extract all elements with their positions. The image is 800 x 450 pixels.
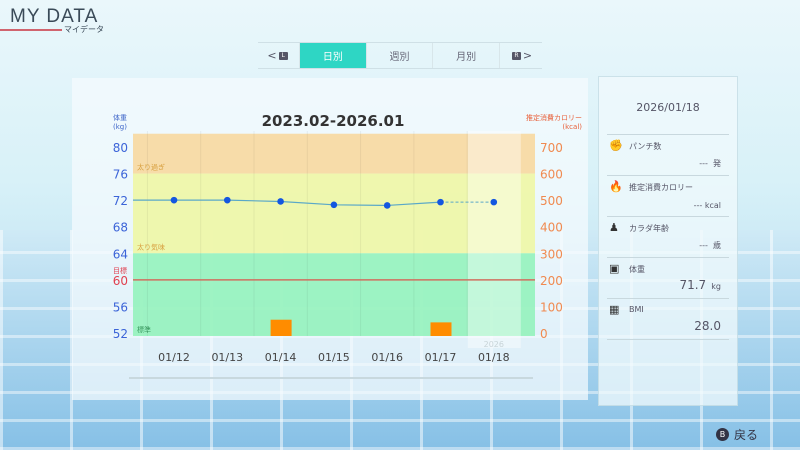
next-tab-button[interactable]: R > (500, 43, 542, 68)
weight-point-01/17 (437, 198, 444, 206)
x-tick-label: 01/17 (425, 351, 457, 364)
band-1 (133, 173, 535, 254)
item-label: パンチ数 (629, 142, 662, 151)
glove-icon: ✊ (609, 139, 623, 152)
band-label: 太り気味 (137, 242, 165, 251)
item-value: --- 歳 (699, 241, 721, 250)
prev-tab-button[interactable]: < L (258, 43, 300, 68)
tab-daily[interactable]: 日別 (300, 43, 367, 68)
y-tick-right: 400 (540, 221, 563, 235)
band-2 (133, 253, 535, 336)
body-age-item: ♟ カラダ年齢 --- 歳 (607, 217, 729, 258)
y-tick-right: 700 (540, 141, 563, 155)
item-value: 28.0 (694, 319, 721, 333)
weight-point-01/12 (170, 196, 178, 204)
tab-monthly[interactable]: 月別 (433, 43, 501, 68)
body-icon: ♟ (609, 221, 619, 234)
y-tick-left: 72 (113, 194, 128, 208)
l-button-icon: L (278, 51, 288, 60)
calorie-bar-01/14 (270, 319, 292, 336)
today-column (467, 131, 521, 348)
summary-date: 2026/01/18 (607, 101, 729, 135)
weight-point-01/16 (383, 202, 391, 209)
band-0 (133, 133, 535, 174)
y-tick-right: 300 (540, 247, 563, 261)
weight-point-01/15 (330, 201, 338, 209)
item-value: 71.7 kg (679, 278, 721, 292)
target-label: 目標 (113, 266, 127, 275)
weight-item: ▣ 体重 71.7 kg (607, 258, 729, 299)
back-label: 戻る (734, 428, 759, 442)
chevron-right-icon: > (522, 49, 533, 62)
x-tick-label: 01/13 (211, 351, 243, 364)
daily-summary-panel: 2026/01/18 ✊ パンチ数 --- 発 🔥 推定消費カロリー --- kcal … (598, 76, 738, 406)
period-tabs: < L 日別 週別 月別 R > (258, 42, 542, 69)
y-tick-left: 80 (113, 141, 128, 155)
bmi-item: ▦ BMI 28.0 (607, 299, 729, 340)
y-tick-right: 500 (540, 194, 563, 208)
back-button[interactable]: B 戻る (716, 426, 758, 443)
y-tick-left: 56 (113, 300, 128, 314)
page-subtitle: マイデータ (64, 25, 104, 34)
y-tick-left: 60 (113, 274, 128, 288)
item-label: 推定消費カロリー (629, 183, 693, 192)
title-underline (0, 29, 62, 31)
scale-icon: ▣ (609, 262, 620, 275)
y-tick-right: 200 (540, 274, 563, 288)
x-tick-label: 01/14 (265, 351, 297, 364)
y-tick-right: 0 (540, 327, 548, 341)
item-label: 体重 (629, 265, 645, 274)
weight-point-01/18 (490, 198, 498, 206)
weight-point-01/13 (224, 196, 231, 204)
tab-weekly[interactable]: 週別 (367, 43, 434, 68)
y-tick-left: 52 (113, 327, 128, 341)
calorie-bar-01/17 (430, 322, 452, 336)
band-label: 標準 (137, 325, 151, 334)
punch-count-item: ✊ パンチ数 --- 発 (607, 135, 729, 176)
b-button-icon: B (716, 428, 729, 441)
item-label: カラダ年齢 (629, 224, 669, 233)
y-tick-left: 68 (113, 221, 128, 235)
item-value: --- kcal (693, 201, 721, 210)
chevron-left-icon: < (267, 49, 277, 62)
item-value: --- 発 (699, 159, 721, 168)
y-tick-left: 64 (113, 247, 128, 261)
y-tick-right: 600 (540, 168, 563, 182)
r-button-icon: R (511, 51, 521, 60)
y-tick-right: 100 (540, 300, 563, 314)
year-label: 2026 (484, 340, 504, 349)
band-label: 太り過ぎ (137, 163, 165, 172)
y-axis-label-left: (kg) (113, 123, 127, 131)
flame-icon: 🔥 (609, 180, 623, 193)
chart-title: 2023.02-2026.01 (262, 112, 405, 130)
x-tick-label: 01/15 (318, 351, 350, 364)
weight-point-01/14 (277, 198, 284, 205)
calculator-icon: ▦ (609, 303, 620, 316)
y-axis-label-right: (kcal) (562, 123, 582, 131)
item-label: BMI (629, 305, 644, 314)
x-tick-label: 01/12 (158, 351, 190, 364)
x-tick-label: 01/16 (371, 351, 403, 364)
y-axis-label-left: 体重 (113, 113, 127, 122)
x-tick-label: 01/18 (478, 351, 510, 364)
page-title: MY DATA (10, 6, 99, 27)
calorie-item: 🔥 推定消費カロリー --- kcal (607, 176, 729, 217)
y-axis-label-right: 推定消費カロリー (526, 113, 582, 122)
y-tick-left: 76 (113, 168, 128, 182)
